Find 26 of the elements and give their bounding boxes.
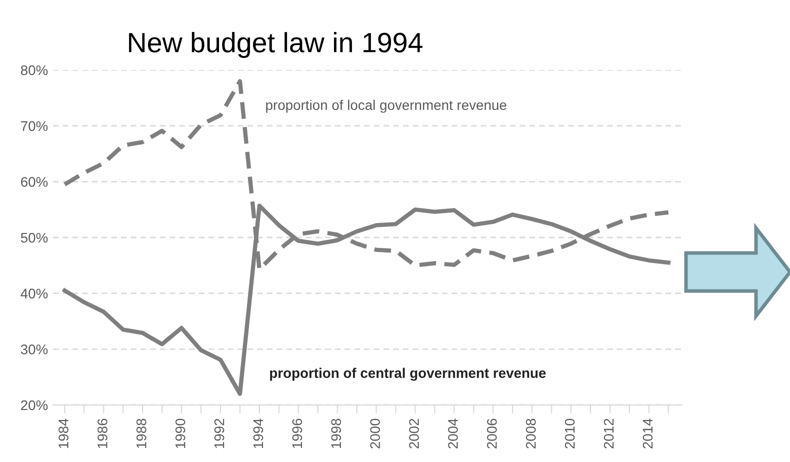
x-tick-label: 2014 (642, 418, 653, 448)
x-tick-label: 1994 (253, 418, 264, 448)
x-tick-label: 1986 (98, 418, 108, 448)
y-tick-label: 60% (21, 177, 48, 187)
y-tick-label: 80% (20, 65, 48, 76)
y-tick-label: 40% (20, 288, 48, 299)
series-label: proportion of central government revenue (270, 368, 546, 381)
y-tick-label: 70% (21, 121, 48, 132)
x-tick-label: 2010 (564, 418, 575, 448)
y-tick-label: 30% (20, 344, 48, 354)
y-tick-label: 50% (20, 232, 48, 243)
x-tick-label: 2002 (409, 418, 419, 448)
x-tick-label: 1998 (331, 418, 342, 448)
x-tick-label: 2006 (487, 418, 497, 448)
x-tick-label: 1996 (292, 418, 302, 448)
x-tick-label: 1990 (175, 418, 186, 448)
x-tick-label: 1988 (136, 418, 146, 448)
x-tick-label: 2004 (448, 418, 458, 448)
x-tick-label: 2000 (370, 418, 380, 448)
text: New budget law in 1994 (129, 32, 422, 58)
x-tick-label: 2012 (604, 418, 614, 448)
x-tick-label: 2008 (526, 418, 536, 448)
x-tick-label: 1984 (58, 418, 68, 448)
y-tick-label: 20% (21, 400, 48, 410)
series-label: proportion of local government revenue (266, 100, 506, 113)
x-tick-label: 1992 (214, 418, 224, 448)
